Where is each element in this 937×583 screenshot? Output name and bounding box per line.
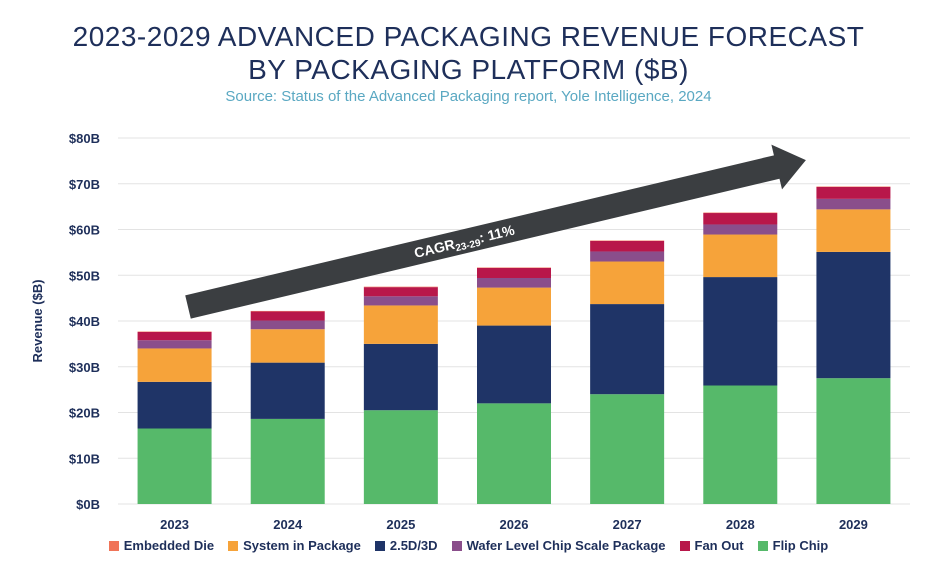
chart-title-line-2: BY PACKAGING PLATFORM ($B) xyxy=(248,54,689,85)
bar-wafer-level-chip-scale-package-2026 xyxy=(477,277,551,288)
legend-item: 2.5D/3D xyxy=(374,538,438,553)
y-tick-label: $20B xyxy=(69,406,100,421)
bar-2-5d-3d-2027 xyxy=(590,304,665,395)
legend-swatch xyxy=(108,540,119,551)
x-tick-label: 2023 xyxy=(160,517,189,532)
chart-legend: Embedded Die System in Package 2.5D/3D Wafe… xyxy=(0,538,937,553)
y-tick-label: $0B xyxy=(76,497,100,512)
bar-flip-chip-2029 xyxy=(816,378,891,504)
y-tick-label: $40B xyxy=(69,314,100,329)
bar-2-5d-3d-2028 xyxy=(703,277,778,386)
bar-system-in-package-2023 xyxy=(137,348,212,382)
bars xyxy=(137,186,891,504)
y-tick-label: $50B xyxy=(69,268,100,283)
bar-wafer-level-chip-scale-package-2023 xyxy=(137,340,212,349)
bar-fan-out-2027 xyxy=(590,240,665,252)
legend-label: System in Package xyxy=(243,538,361,553)
bar-system-in-package-2026 xyxy=(477,287,551,326)
x-tick-label: 2028 xyxy=(726,517,755,532)
legend-item: Flip Chip xyxy=(757,538,829,553)
bar-flip-chip-2023 xyxy=(137,428,212,504)
y-tick-label: $60B xyxy=(69,223,100,238)
bar-2-5d-3d-2025 xyxy=(363,343,438,411)
bar-flip-chip-2026 xyxy=(477,403,551,504)
legend-label: Flip Chip xyxy=(772,538,829,553)
bar-fan-out-2025 xyxy=(363,287,438,297)
bar-wafer-level-chip-scale-package-2029 xyxy=(816,198,891,210)
legend-item: Embedded Die xyxy=(108,538,215,553)
bar-2-5d-3d-2026 xyxy=(477,325,551,404)
legend-label: Fan Out xyxy=(694,538,744,553)
bar-2-5d-3d-2023 xyxy=(137,381,212,429)
legend-label: Wafer Level Chip Scale Package xyxy=(466,538,666,553)
x-tick-label: 2026 xyxy=(500,517,529,532)
bar-fan-out-2029 xyxy=(816,186,891,199)
legend-item: Wafer Level Chip Scale Package xyxy=(451,538,666,553)
y-tick-label: $10B xyxy=(69,451,100,466)
bar-wafer-level-chip-scale-package-2025 xyxy=(363,296,438,306)
axes: $0B $10B $20B $30B $40B $50B $60B $70B $80B Reven… xyxy=(30,131,868,532)
legend-swatch xyxy=(374,540,385,551)
bar-system-in-package-2027 xyxy=(590,261,665,305)
bar-flip-chip-2028 xyxy=(703,385,778,504)
x-tick-label: 2024 xyxy=(273,517,303,532)
chart-subtitle: Source: Status of the Advanced Packaging… xyxy=(225,88,712,105)
bar-fan-out-2028 xyxy=(703,213,778,225)
legend-swatch xyxy=(228,540,239,551)
bar-2-5d-3d-2029 xyxy=(816,251,891,379)
bar-fan-out-2023 xyxy=(137,331,212,341)
legend-label: Embedded Die xyxy=(123,538,215,553)
cagr-arrow-group: CAGR23-29: 11% xyxy=(185,144,806,319)
bar-fan-out-2024 xyxy=(250,311,325,321)
x-tick-label: 2029 xyxy=(839,517,868,532)
bar-flip-chip-2025 xyxy=(363,410,438,504)
legend-label: 2.5D/3D xyxy=(389,538,438,553)
bar-flip-chip-2027 xyxy=(590,394,665,504)
y-tick-label: $30B xyxy=(69,360,100,375)
bar-system-in-package-2029 xyxy=(816,209,891,252)
bar-system-in-package-2024 xyxy=(250,329,325,363)
x-tick-label: 2025 xyxy=(386,517,415,532)
legend-swatch xyxy=(757,540,768,551)
legend-swatch xyxy=(679,540,690,551)
bar-wafer-level-chip-scale-package-2027 xyxy=(590,251,665,262)
bar-wafer-level-chip-scale-package-2024 xyxy=(250,320,325,330)
legend-swatch xyxy=(451,540,462,551)
legend-item: System in Package xyxy=(228,538,361,553)
y-tick-label: $70B xyxy=(69,177,100,192)
bar-wafer-level-chip-scale-package-2028 xyxy=(703,224,778,235)
x-tick-label: 2027 xyxy=(613,517,642,532)
y-axis-label: Revenue ($B) xyxy=(30,279,45,362)
chart-title-line-1: 2023-2029 ADVANCED PACKAGING REVENUE FOR… xyxy=(72,21,865,52)
cagr-arrow-shape xyxy=(185,144,806,319)
bar-system-in-package-2028 xyxy=(703,234,778,278)
legend-item: Fan Out xyxy=(679,538,744,553)
bar-system-in-package-2025 xyxy=(363,305,438,344)
bar-2-5d-3d-2024 xyxy=(250,362,325,419)
cagr-arrow: CAGR23-29: 11% xyxy=(185,144,806,319)
y-tick-label: $80B xyxy=(69,131,100,146)
bar-fan-out-2026 xyxy=(477,267,551,278)
bar-flip-chip-2024 xyxy=(250,418,325,504)
